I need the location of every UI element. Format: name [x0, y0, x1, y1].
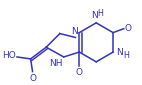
Text: H: H [97, 9, 103, 18]
Text: HO: HO [2, 52, 16, 61]
Text: NH: NH [49, 59, 63, 68]
Text: N: N [116, 48, 123, 57]
Text: N: N [91, 11, 98, 20]
Text: O: O [76, 68, 83, 77]
Text: N: N [71, 27, 77, 36]
Text: O: O [125, 24, 132, 33]
Text: H: H [123, 50, 129, 59]
Text: O: O [29, 74, 36, 83]
